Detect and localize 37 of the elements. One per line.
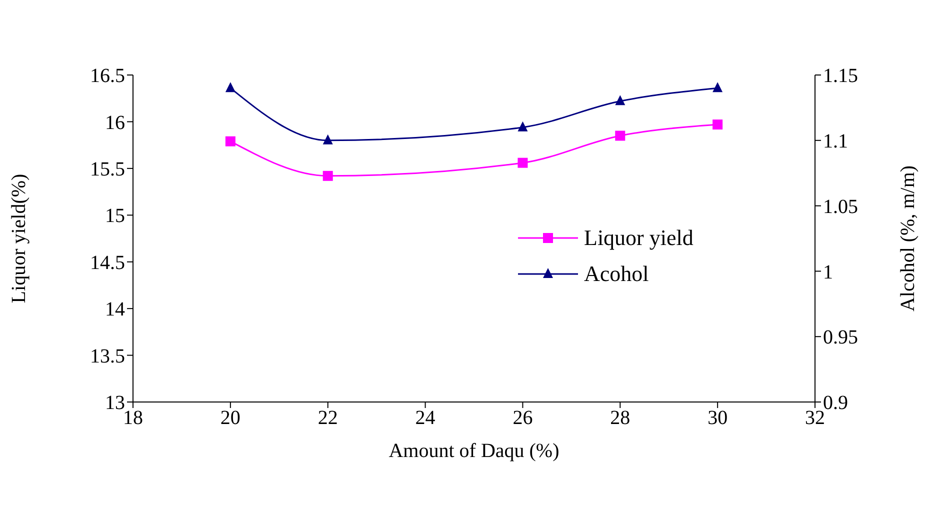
point bbox=[518, 121, 528, 132]
x-tick-label: 24 bbox=[415, 407, 436, 430]
y-tick-label: 14.5 bbox=[90, 252, 125, 274]
y2-tick-label: 1.05 bbox=[823, 196, 858, 218]
point bbox=[225, 82, 236, 92]
y-axis-title: Liquor yield(%) bbox=[8, 174, 30, 304]
x-tick-label: 30 bbox=[708, 407, 728, 430]
y2-tick-label: 1.1 bbox=[823, 130, 848, 152]
y2-axis-title: Alcohol (%, m/m) bbox=[897, 165, 920, 312]
point bbox=[615, 130, 626, 141]
point bbox=[225, 136, 236, 146]
y-tick-label: 14 bbox=[105, 298, 125, 321]
y-tick-label: 16 bbox=[105, 112, 125, 134]
y-tick-label: 15.5 bbox=[90, 158, 125, 181]
x-tick-label: 26 bbox=[512, 407, 533, 430]
y-tick-label: 13 bbox=[105, 392, 125, 414]
x-tick-label: 28 bbox=[610, 407, 630, 430]
y-tick-label: 16.5 bbox=[90, 65, 125, 88]
x-axis-title: Amount of Daqu (%) bbox=[388, 440, 560, 462]
x-tick-label: 20 bbox=[220, 407, 240, 430]
y2-tick-label: 1.15 bbox=[823, 65, 858, 88]
point bbox=[322, 170, 333, 181]
point bbox=[518, 158, 528, 168]
point bbox=[322, 134, 333, 144]
y2-tick-label: 1 bbox=[823, 261, 833, 284]
point bbox=[712, 82, 723, 92]
y2-tick-label: 0.95 bbox=[823, 326, 858, 349]
legend-label: Acohol bbox=[584, 261, 649, 287]
y-tick-label: 15 bbox=[105, 205, 125, 228]
x-tick-label: 32 bbox=[805, 407, 825, 430]
x-tick-label: 22 bbox=[318, 407, 338, 430]
legend-label: Liquor yield bbox=[584, 225, 694, 251]
point bbox=[712, 120, 723, 130]
y-tick-label: 13.5 bbox=[90, 345, 125, 368]
y2-tick-label: 0.9 bbox=[823, 392, 848, 414]
x-tick-label: 18 bbox=[123, 407, 143, 430]
point bbox=[615, 95, 626, 106]
